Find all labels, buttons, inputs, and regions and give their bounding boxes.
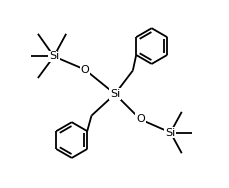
- Text: Si: Si: [109, 89, 120, 99]
- Text: Si: Si: [49, 51, 59, 61]
- Text: Si: Si: [165, 127, 175, 138]
- Text: O: O: [135, 114, 144, 124]
- Text: O: O: [80, 64, 89, 75]
